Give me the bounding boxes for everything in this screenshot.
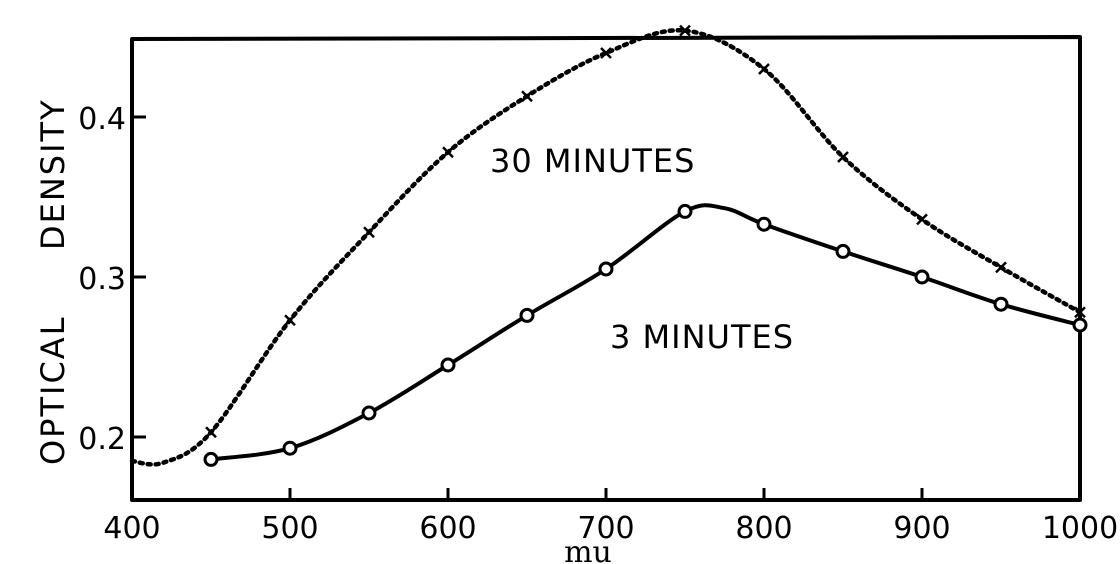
circle-marker (993, 296, 1009, 312)
x-tick-label: 600 (419, 511, 476, 546)
x-marker (521, 90, 533, 103)
circle-marker (914, 269, 930, 285)
x-tick-label: 500 (261, 511, 318, 546)
circle-marker (677, 203, 693, 219)
x-marker (284, 314, 296, 327)
x-marker (442, 146, 454, 159)
x-marker (205, 426, 217, 439)
circle-marker (1072, 317, 1088, 333)
circle-marker (361, 405, 377, 421)
circle-marker (835, 243, 851, 259)
x-marker (995, 261, 1007, 274)
series-label-3-minutes: 3 MINUTES (610, 318, 794, 356)
circle-marker (519, 307, 535, 323)
y-tick-label: 0.2 (78, 422, 126, 457)
x-tick-label: 400 (103, 511, 160, 546)
y-axis-label-density: DENSITY (34, 98, 72, 250)
data-markers (203, 24, 1088, 467)
y-tick-label: 0.4 (78, 102, 126, 137)
x-marker (916, 213, 928, 226)
x-marker (758, 63, 770, 75)
data-series (129, 28, 1083, 467)
circle-marker (203, 451, 219, 467)
y-axis-ticks: 0.2 0.3 0.4 (78, 102, 146, 457)
x-tick-label: 700 (577, 511, 634, 546)
x-marker (363, 226, 375, 239)
x-tick-label: 900 (893, 511, 950, 546)
circle-marker (598, 261, 614, 277)
x-tick-label: 800 (735, 511, 792, 546)
x-marker (837, 151, 849, 163)
y-axis-label-optical: OPTICAL (34, 315, 72, 465)
x-axis-label: mu (564, 535, 612, 564)
series-30-minutes-curve (129, 28, 1083, 467)
series-label-30-minutes: 30 MINUTES (490, 142, 695, 180)
circle-marker (282, 440, 298, 456)
x-marker (1074, 306, 1086, 319)
circle-marker (756, 216, 772, 232)
x-axis-ticks: 400 500 600 700 800 900 1000 (103, 488, 1118, 546)
circle-marker (440, 357, 456, 373)
x-tick-label: 1000 (1042, 511, 1118, 546)
x-marker (600, 47, 612, 59)
x-marker (679, 24, 691, 37)
y-tick-label: 0.3 (78, 262, 126, 297)
